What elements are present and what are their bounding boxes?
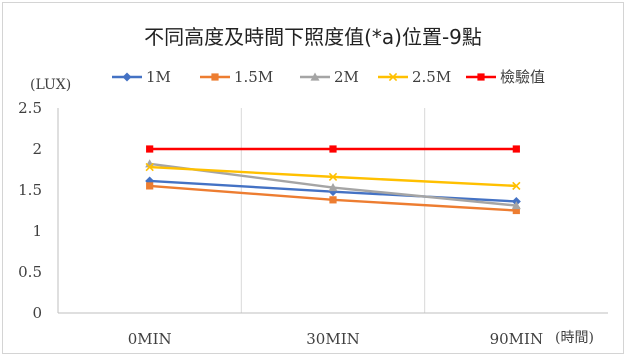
legend-label: 2M (334, 68, 359, 86)
x-tick-label: 0MIN (128, 330, 172, 348)
series-lines (145, 145, 521, 215)
y-tick-label: 2.5 (18, 99, 42, 117)
data-point (328, 172, 338, 182)
data-point (146, 145, 154, 153)
data-point (329, 145, 337, 153)
legend-marker (211, 73, 219, 81)
x-axis-unit-label: (時間) (555, 330, 594, 346)
legend-item: 1M (112, 68, 171, 86)
x-tick-label: 30MIN (306, 330, 360, 348)
y-tick-label: 2 (32, 140, 42, 158)
legend-label: 檢驗值 (500, 68, 545, 86)
legend-label: 2.5M (412, 68, 451, 86)
data-point (511, 201, 521, 210)
legend-item: 2.5M (378, 68, 451, 86)
x-tick-label: 90MIN (490, 330, 544, 348)
data-point (145, 162, 154, 172)
legend-item: 檢驗值 (466, 68, 545, 86)
axes: 0 0.5 1 1.5 2 2.5 0MIN 30MIN 90MIN (18, 99, 608, 348)
y-tick-label: 1.5 (18, 181, 42, 199)
data-point (512, 145, 520, 153)
legend-marker (310, 72, 320, 81)
gridlines (240, 108, 426, 313)
y-tick-label: 0.5 (18, 263, 42, 281)
y-tick-label: 1 (32, 222, 42, 240)
y-tick-label: 0 (32, 304, 42, 322)
data-point (329, 196, 337, 204)
data-point (512, 206, 520, 215)
data-point (512, 181, 521, 191)
legend-item: 2M (300, 68, 359, 86)
data-point (328, 183, 338, 192)
legend-marker (388, 72, 398, 82)
chart-border (2, 2, 624, 354)
chart-title: 不同高度及時間下照度值(*a)位置-9點 (144, 25, 482, 49)
data-point (146, 182, 154, 190)
legend-label: 1.5M (234, 68, 273, 86)
legend-marker (477, 73, 485, 81)
y-axis-unit-label: (LUX) (30, 77, 71, 93)
legend-item: 1.5M (200, 68, 273, 86)
legend: 1M 1.5M 2M 2.5M 檢驗值 (112, 68, 545, 86)
legend-label: 1M (146, 68, 171, 86)
legend-marker (122, 72, 132, 82)
